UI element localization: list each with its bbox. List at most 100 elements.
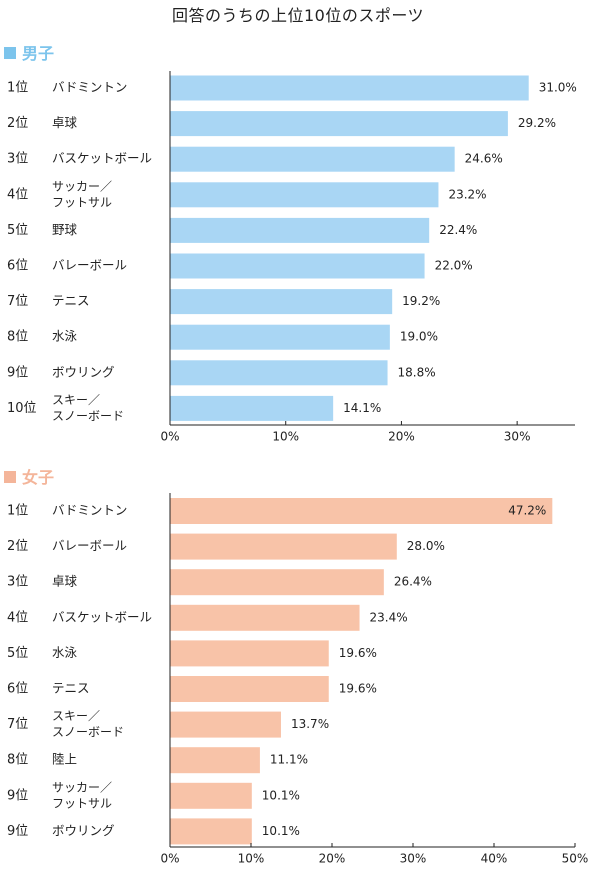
boys-rank-label: 3位 — [7, 152, 28, 167]
girls-category-label: バレーボール — [52, 538, 127, 553]
boys-section-heading: 男子 — [4, 40, 54, 64]
boys-value-label: 31.0% — [539, 81, 577, 95]
boys-value-label: 19.2% — [402, 294, 440, 308]
girls-category-label: バドミントン — [52, 503, 127, 518]
girls-bar — [170, 569, 384, 596]
girls-category-label: ボウリング — [52, 823, 115, 838]
girls-rank-label: 4位 — [7, 610, 28, 625]
girls-x-tick-label: 0% — [160, 852, 179, 866]
boys-bar — [170, 146, 455, 172]
girls-rank-label: 6位 — [7, 682, 28, 697]
boys-value-label: 24.6% — [465, 152, 503, 166]
girls-rank-label: 5位 — [7, 646, 28, 661]
chart-title: 回答のうちの上位10位のスポーツ — [171, 6, 425, 25]
boys-rank-label: 2位 — [7, 116, 28, 131]
girls-bar — [170, 711, 281, 738]
boys-bar — [170, 289, 393, 315]
girls-rank-label: 2位 — [7, 539, 28, 554]
boys-bar — [170, 395, 334, 421]
girls-category-label: スノーボード — [52, 725, 124, 739]
boys-bar — [170, 360, 388, 386]
boys-bar — [170, 217, 430, 243]
boys-rank-label: 9位 — [7, 365, 28, 380]
boys-category-label: スキー／ — [52, 393, 100, 407]
boys-section-label: 男子 — [22, 44, 55, 63]
boys-value-label: 22.4% — [439, 223, 477, 237]
boys-bar — [170, 324, 390, 350]
girls-category-label: 水泳 — [52, 645, 78, 660]
girls-value-label: 19.6% — [339, 682, 377, 696]
girls-rank-label: 9位 — [7, 788, 28, 803]
boys-x-tick-label: 10% — [272, 430, 299, 444]
boys-value-label: 23.2% — [448, 187, 486, 201]
girls-category-label: スキー／ — [52, 709, 100, 723]
girls-x-tick-label: 40% — [481, 852, 508, 866]
boys-value-label: 22.0% — [435, 259, 473, 273]
girls-bar — [170, 533, 397, 560]
boys-rank-label: 1位 — [7, 81, 28, 96]
boys-category-label: ボウリング — [52, 364, 115, 379]
girls-value-label: 10.1% — [262, 788, 300, 802]
girls-value-label: 10.1% — [262, 824, 300, 838]
girls-x-tick-label: 10% — [238, 852, 265, 866]
girls-category-label: 卓球 — [52, 574, 78, 589]
girls-legend-square — [4, 471, 16, 483]
boys-rank-label: 8位 — [7, 330, 28, 345]
girls-bar — [170, 640, 329, 667]
girls-value-label: 47.2% — [508, 504, 546, 518]
girls-bar — [170, 782, 252, 809]
girls-category-label: サッカー／ — [52, 780, 112, 794]
boys-category-label: バレーボール — [52, 258, 127, 273]
girls-value-label: 19.6% — [339, 646, 377, 660]
boys-rank-label: 10位 — [7, 401, 37, 416]
boys-category-label: テニス — [52, 293, 90, 308]
girls-bar — [170, 818, 252, 845]
girls-value-label: 28.0% — [407, 539, 445, 553]
girls-bar — [170, 676, 329, 702]
boys-category-label: サッカー／ — [52, 179, 112, 193]
girls-bar — [170, 747, 260, 774]
boys-category-label: バスケットボール — [52, 151, 152, 166]
boys-bar — [170, 75, 529, 101]
boys-value-label: 14.1% — [343, 401, 381, 415]
girls-rank-label: 3位 — [7, 575, 28, 590]
boys-rank-label: 7位 — [7, 294, 28, 309]
boys-category-label: スノーボード — [52, 409, 124, 423]
girls-category-label: 陸上 — [52, 752, 77, 767]
girls-category-label: テニス — [52, 681, 90, 696]
boys-x-tick-label: 0% — [160, 430, 179, 444]
boys-value-label: 29.2% — [518, 116, 556, 130]
girls-category-label: バスケットボール — [52, 609, 152, 624]
girls-value-label: 13.7% — [291, 717, 329, 731]
girls-x-tick-label: 50% — [562, 852, 589, 866]
boys-bar — [170, 182, 439, 208]
girls-category-label: フットサル — [52, 796, 112, 810]
girls-x-tick-label: 20% — [319, 852, 346, 866]
boys-rank-label: 4位 — [7, 187, 28, 202]
boys-x-tick-label: 30% — [504, 430, 531, 444]
boys-category-label: 卓球 — [52, 115, 78, 130]
boys-bar — [170, 253, 425, 279]
girls-bar — [170, 498, 553, 524]
boys-category-label: 野球 — [52, 222, 78, 237]
boys-value-label: 19.0% — [400, 330, 438, 344]
girls-section-heading: 女子 — [4, 464, 54, 488]
girls-section-label: 女子 — [22, 468, 55, 487]
girls-rank-label: 8位 — [7, 753, 28, 768]
girls-bar — [170, 604, 360, 631]
girls-value-label: 23.4% — [370, 610, 408, 624]
girls-x-tick-label: 30% — [400, 852, 427, 866]
boys-category-label: フットサル — [52, 195, 112, 209]
girls-rank-label: 1位 — [7, 504, 28, 519]
boys-x-tick-label: 20% — [388, 430, 415, 444]
boys-category-label: 水泳 — [52, 329, 78, 344]
boys-rank-label: 5位 — [7, 223, 28, 238]
girls-value-label: 26.4% — [394, 575, 432, 589]
girls-rank-label: 9位 — [7, 824, 28, 839]
boys-category-label: バドミントン — [52, 80, 127, 95]
boys-legend-square — [4, 47, 16, 59]
boys-bar — [170, 111, 508, 137]
girls-rank-label: 7位 — [7, 717, 28, 732]
girls-value-label: 11.1% — [270, 753, 308, 767]
